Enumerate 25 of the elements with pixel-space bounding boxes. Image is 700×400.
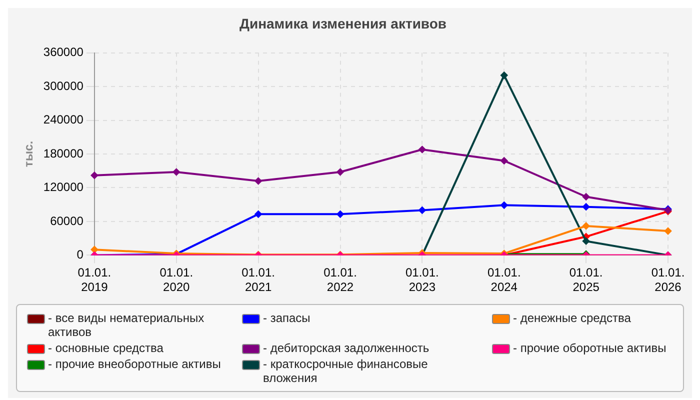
y-tick-label: 0: [76, 248, 84, 262]
x-tick-label: 01.01. 2019: [78, 266, 112, 294]
y-tick-label: 120000: [43, 180, 84, 194]
chart-title: Динамика изменения активов: [239, 15, 447, 32]
legend-label: - прочие внеоборотные активы: [48, 357, 221, 371]
legend-label: - основные средства: [48, 341, 164, 355]
legend-label: - денежные средства: [513, 311, 631, 325]
legend-label: - прочие оборотные активы: [513, 341, 666, 355]
x-tick-label: 01.01. 2026: [651, 266, 685, 294]
x-tick-label: 01.01. 2022: [324, 266, 357, 294]
x-tick-label: 01.01. 2024: [487, 266, 521, 294]
y-tick-label: 60000: [50, 214, 84, 228]
x-tick-label: 01.01. 2021: [242, 266, 276, 294]
y-axis-title: тыс.: [22, 140, 36, 168]
y-tick-label: 180000: [43, 146, 84, 160]
y-tick-label: 300000: [43, 78, 84, 93]
y-tick-label: 360000: [43, 45, 84, 60]
x-tick-label: 01.01. 2025: [569, 266, 603, 294]
legend-label: - все виды нематериальных активов: [48, 311, 206, 339]
y-tick-label: 240000: [43, 112, 84, 127]
legend-label: - дебиторская задолженность: [263, 341, 430, 355]
legend-label: - краткосрочные финансовые вложения: [263, 357, 429, 385]
x-tick-label: 01.01. 2023: [406, 266, 439, 294]
legend-label: - запасы: [263, 311, 310, 325]
x-tick-label: 01.01. 2020: [160, 266, 194, 294]
